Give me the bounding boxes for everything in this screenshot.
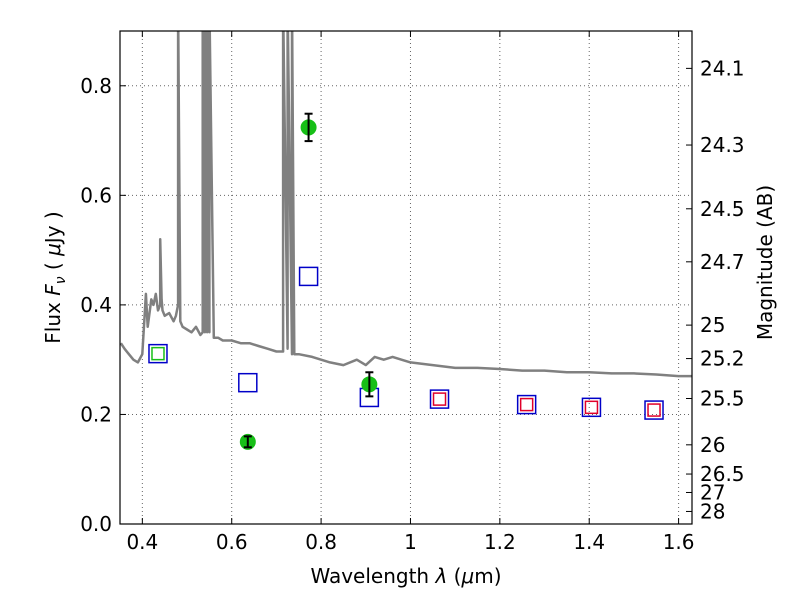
right-tick-label: 24.3 xyxy=(700,133,745,157)
x-tick-label: 1.6 xyxy=(663,530,695,554)
model-square-red xyxy=(519,397,534,412)
y-tick-label: 0.4 xyxy=(80,293,112,317)
plot-frame xyxy=(119,30,693,525)
x-tick-label: 0.4 xyxy=(126,530,158,554)
model-square-blue xyxy=(148,343,168,364)
y-tick-label: 0.2 xyxy=(80,402,112,426)
x-axis-label: Wavelength λ (μm) xyxy=(310,564,501,588)
sed-model-line xyxy=(120,31,692,378)
right-tick-label: 26.5 xyxy=(700,462,745,486)
y-tick-label: 0.6 xyxy=(80,183,112,207)
right-tick-label: 26 xyxy=(700,433,725,457)
model-square-blue xyxy=(298,266,319,287)
right-tick-label: 28 xyxy=(700,499,725,523)
right-tick-label: 24.7 xyxy=(700,250,745,274)
x-tick-label: 1 xyxy=(404,530,417,554)
model-square-blue xyxy=(238,372,258,393)
x-tick-label: 1.4 xyxy=(573,530,605,554)
y-axis-label: Flux Fν ( μJy ) xyxy=(41,211,69,343)
model-square-red xyxy=(432,392,447,406)
model-square-red xyxy=(647,403,661,417)
y-tick-label: 0.0 xyxy=(80,512,112,536)
observed-points-series xyxy=(239,112,378,450)
model-square-red xyxy=(584,400,599,415)
right-tick-label: 25 xyxy=(700,313,725,337)
grid xyxy=(120,31,692,524)
x-tick-label: 0.8 xyxy=(305,530,337,554)
right-tick-label: 25.2 xyxy=(700,347,745,371)
right-tick-label: 27 xyxy=(700,480,725,504)
model-squares-green-series xyxy=(151,346,165,361)
model-square-green xyxy=(151,346,165,361)
model-squares-red-series xyxy=(432,392,661,417)
right-tick-label: 24.5 xyxy=(700,197,745,221)
x-tick-label: 0.6 xyxy=(216,530,248,554)
model-square-blue xyxy=(429,389,450,409)
right-axis-label: Magnitude (AB) xyxy=(753,185,777,340)
sed-model-series xyxy=(120,31,692,378)
y-tick-label: 0.8 xyxy=(80,74,112,98)
y-axis: 0.0 0.2 0.4 0.6 0.8 xyxy=(80,74,126,536)
right-tick-label: 25.5 xyxy=(700,387,745,411)
model-squares-blue-series xyxy=(148,266,664,420)
model-square-blue xyxy=(581,397,602,418)
x-tick-label: 1.2 xyxy=(484,530,516,554)
model-square-blue xyxy=(516,394,537,415)
model-square-blue xyxy=(644,400,664,420)
x-axis: 0.4 0.6 0.8 1 1.2 1.4 1.6 xyxy=(126,31,695,554)
right-tick-label: 24.1 xyxy=(700,56,745,80)
